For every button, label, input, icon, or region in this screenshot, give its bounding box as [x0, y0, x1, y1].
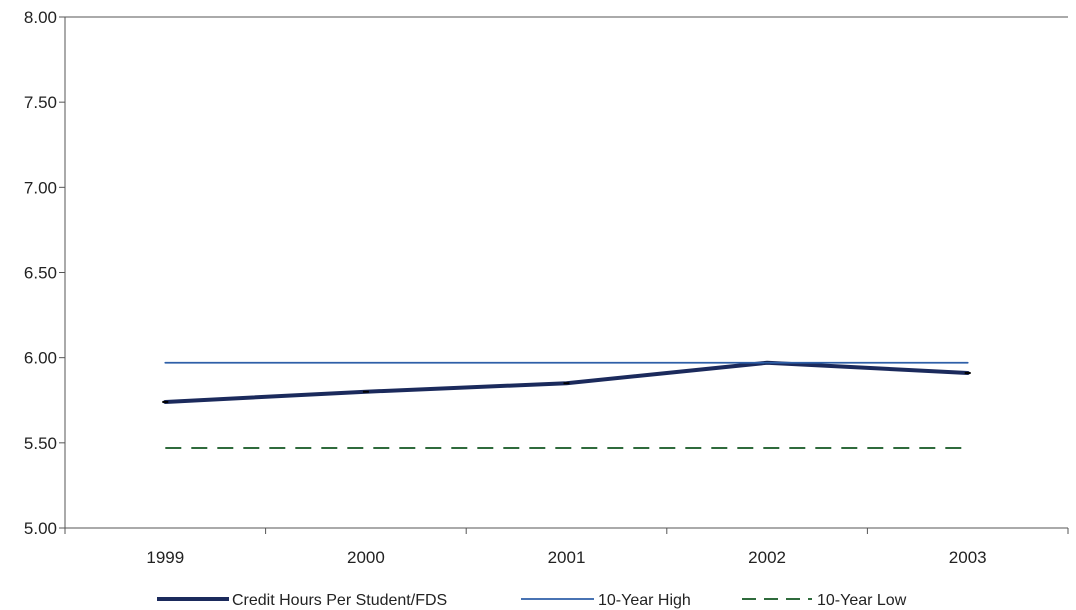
legend-label-1: 10-Year High	[598, 592, 691, 609]
x-tick-label: 2002	[748, 548, 786, 567]
y-ticks: 8.00 7.50 7.00 6.50 6.00 5.50 5.00	[24, 8, 65, 538]
y-tick-label: 5.50	[24, 434, 57, 453]
x-tick-label: 2003	[949, 548, 987, 567]
legend-label-2: 10-Year Low	[817, 592, 907, 609]
y-tick-label: 8.00	[24, 8, 57, 27]
legend: Credit Hours Per Student/FDS 10-Year High…	[157, 592, 907, 609]
y-tick-label: 6.50	[24, 264, 57, 283]
x-tick-label: 2000	[347, 548, 385, 567]
y-tick-label: 7.50	[24, 93, 57, 112]
x-tick-label: 1999	[146, 548, 184, 567]
series-group	[162, 360, 971, 449]
y-tick-label: 7.00	[24, 178, 57, 197]
x-ticks: 1999 2000 2001 2002 2003	[64, 528, 1069, 567]
y-tick-label: 5.00	[24, 519, 57, 538]
y-tick-label: 6.00	[24, 349, 57, 368]
legend-label-0: Credit Hours Per Student/FDS	[232, 592, 447, 609]
x-tick-label: 2001	[548, 548, 586, 567]
